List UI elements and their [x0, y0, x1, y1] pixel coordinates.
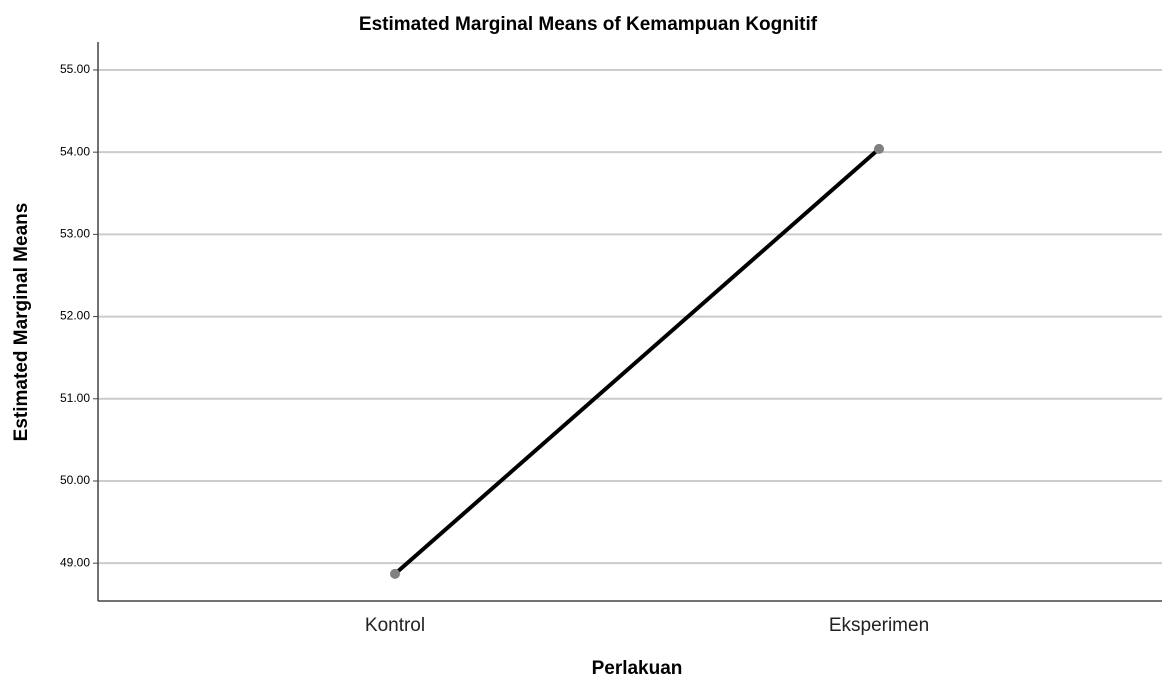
y-tick-label: 53.00 [60, 227, 90, 241]
y-tick-label: 50.00 [60, 473, 90, 487]
marker [390, 568, 400, 579]
y-tick-label: 55.00 [60, 62, 90, 76]
x-axis-label: Perlakuan [592, 658, 683, 679]
y-tick-label: 52.00 [60, 309, 90, 323]
chart-title: Estimated Marginal Means of Kemampuan Ko… [359, 14, 818, 35]
x-tick-label: Eksperimen [829, 615, 929, 636]
y-tick-label: 54.00 [60, 144, 90, 158]
y-tick-label: 51.00 [60, 391, 90, 405]
line [393, 147, 881, 576]
x-tick-label: Kontrol [365, 615, 425, 636]
y-axis-label: Estimated Marginal Means [11, 203, 32, 442]
marker [874, 143, 884, 154]
y-tick-label: 49.00 [60, 555, 90, 569]
